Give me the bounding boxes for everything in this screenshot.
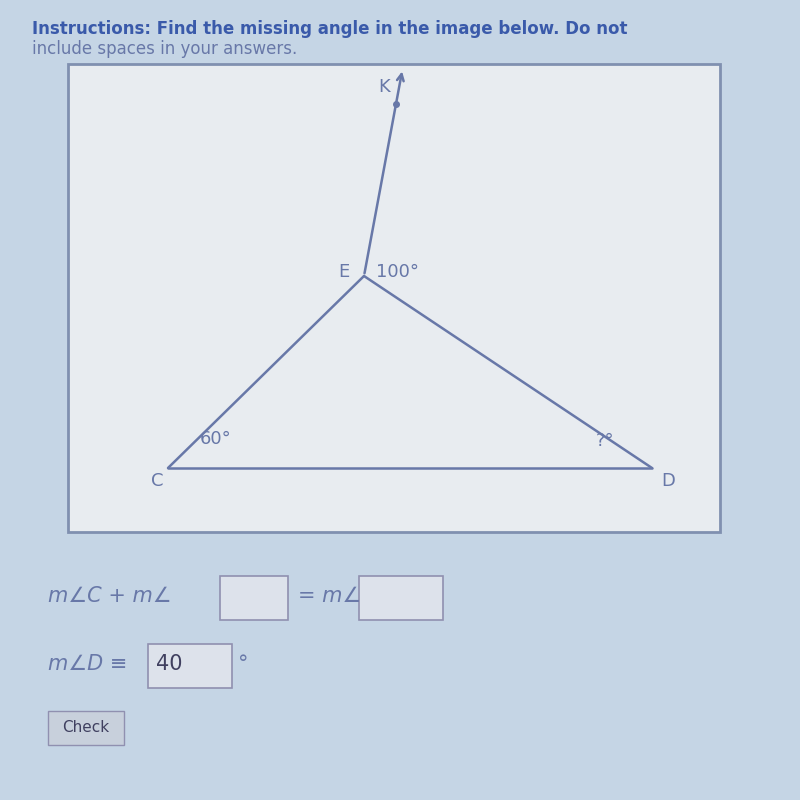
Bar (148, 644, 232, 688)
Text: D: D (662, 472, 675, 490)
Text: 100°: 100° (376, 263, 419, 281)
Bar (48, 711, 124, 745)
Text: = m∠: = m∠ (298, 586, 361, 606)
Text: Instructions: Find the missing angle in the image below. Do not: Instructions: Find the missing angle in … (32, 20, 627, 38)
Text: Check: Check (62, 721, 110, 735)
Text: K: K (378, 78, 390, 96)
Text: include spaces in your answers.: include spaces in your answers. (32, 40, 298, 58)
Text: E: E (338, 263, 350, 281)
Text: °: ° (238, 654, 249, 674)
Bar (220, 576, 288, 620)
Bar (359, 576, 443, 620)
Text: m∠C + m∠: m∠C + m∠ (48, 586, 172, 606)
Bar (68, 64, 720, 532)
Text: m∠D ≡: m∠D ≡ (48, 654, 127, 674)
Text: 60°: 60° (200, 430, 232, 448)
Text: 40: 40 (156, 654, 182, 674)
Text: ?°: ?° (596, 432, 614, 450)
Text: C: C (151, 472, 164, 490)
